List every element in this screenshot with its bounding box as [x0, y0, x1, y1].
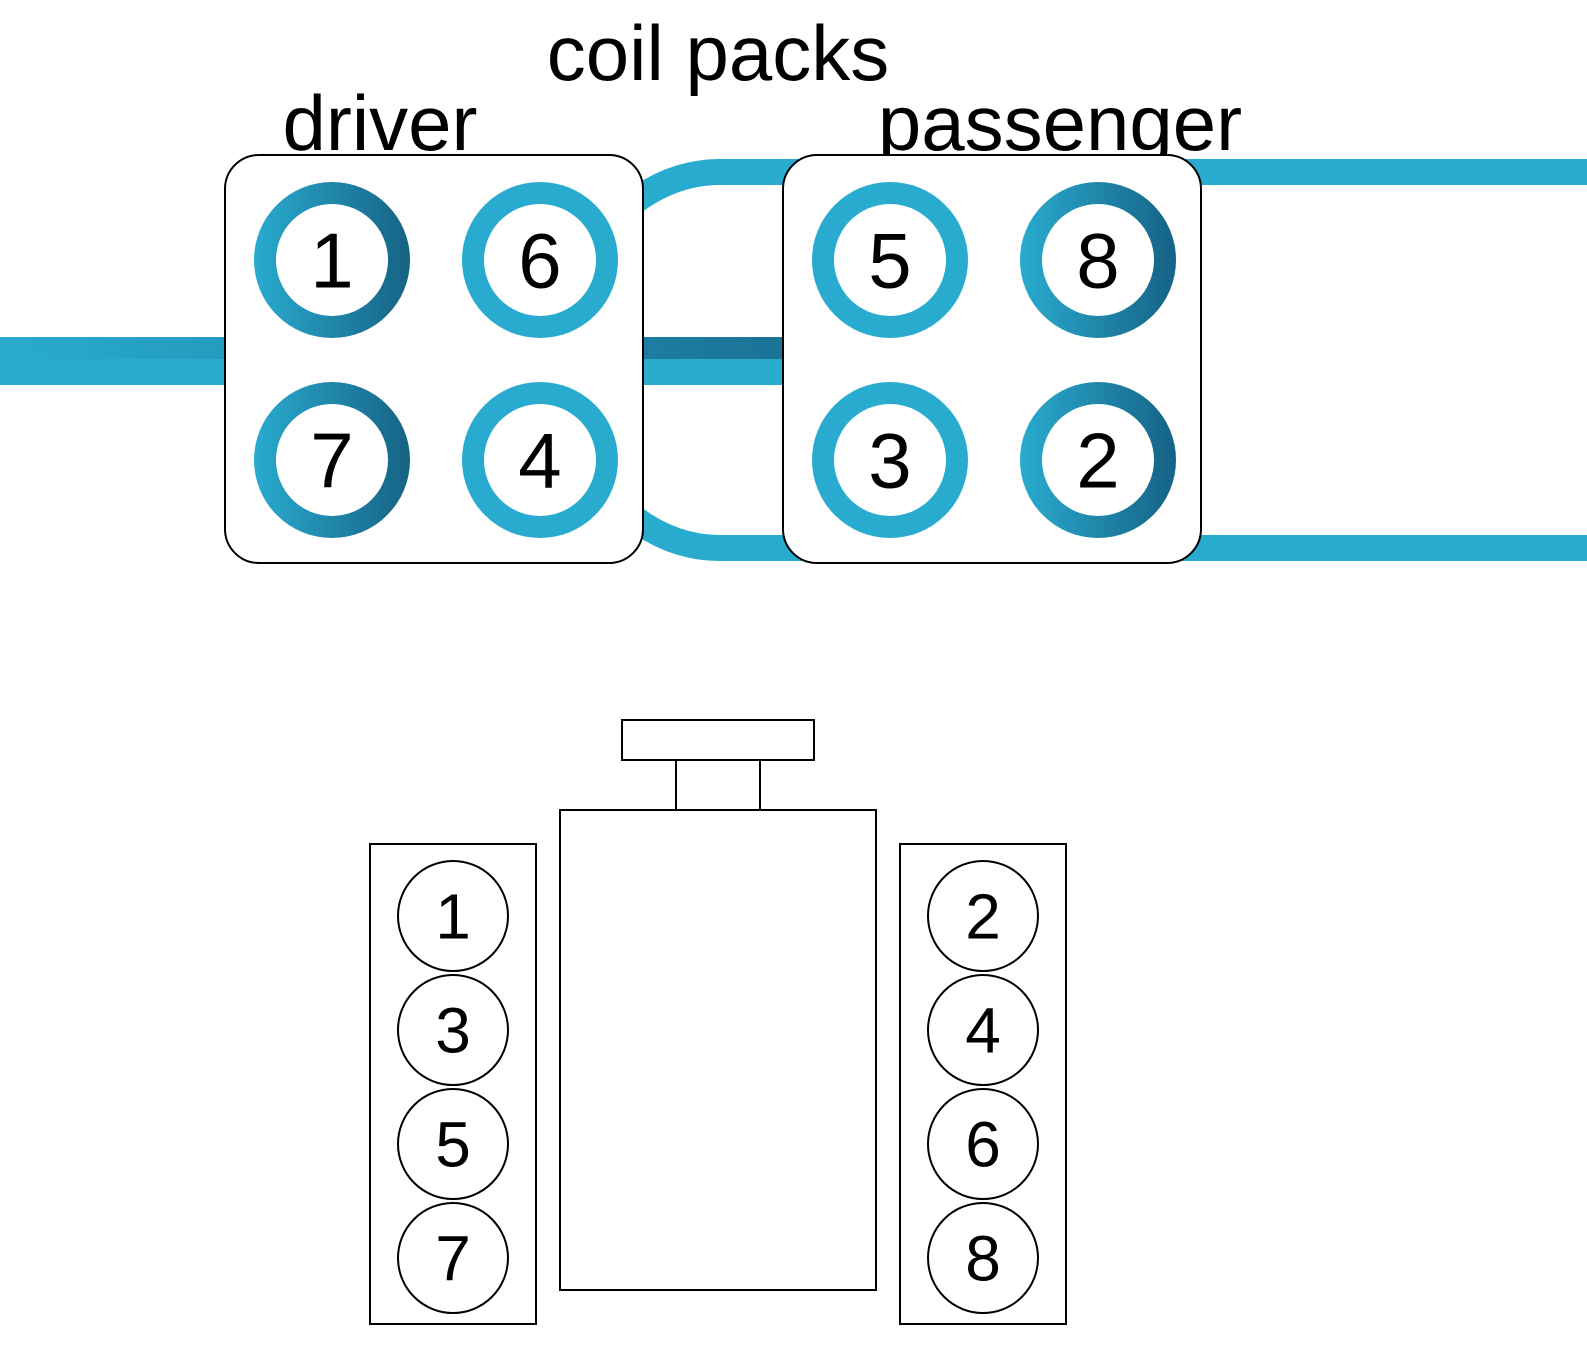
- coil-terminal-8: 8: [1020, 182, 1176, 338]
- cylinder-3: 3: [398, 975, 508, 1085]
- coil-terminal-1: 1: [254, 182, 410, 338]
- cylinder-5: 5: [398, 1089, 508, 1199]
- coil-terminal-4: 4: [462, 382, 618, 538]
- passenger-label: passenger: [878, 79, 1242, 167]
- coil-terminal-5: 5: [812, 182, 968, 338]
- coil-terminal-2: 2: [1020, 382, 1176, 538]
- cylinder-label: 3: [435, 994, 471, 1066]
- cylinder-2: 2: [928, 861, 1038, 971]
- coil-terminal-label: 4: [518, 416, 561, 504]
- cylinder-6: 6: [928, 1089, 1038, 1199]
- coil-terminal-6: 6: [462, 182, 618, 338]
- coil-terminal-label: 5: [868, 216, 911, 304]
- coil-terminal-label: 7: [310, 416, 353, 504]
- cylinder-4: 4: [928, 975, 1038, 1085]
- cylinder-label: 1: [435, 880, 471, 952]
- driver-label: driver: [282, 79, 477, 167]
- cylinder-7: 7: [398, 1203, 508, 1313]
- coil-terminal-3: 3: [812, 382, 968, 538]
- engine-center-block: [560, 810, 876, 1290]
- cylinder-1: 1: [398, 861, 508, 971]
- cylinder-label: 8: [965, 1222, 1001, 1294]
- coil-packs-label: coil packs: [547, 9, 889, 97]
- cylinder-label: 7: [435, 1222, 471, 1294]
- cylinder-label: 5: [435, 1108, 471, 1180]
- coil-terminal-label: 3: [868, 416, 911, 504]
- cylinder-8: 8: [928, 1203, 1038, 1313]
- coil-terminal-label: 2: [1076, 416, 1119, 504]
- cylinder-label: 2: [965, 880, 1001, 952]
- coil-terminal-label: 1: [310, 216, 353, 304]
- engine-throttle-plate: [622, 720, 814, 760]
- cylinder-label: 4: [965, 994, 1001, 1066]
- coil-terminal-label: 6: [518, 216, 561, 304]
- engine-block-group: 1 3 5 7 2 4 6 8: [370, 720, 1066, 1324]
- coil-terminal-label: 8: [1076, 216, 1119, 304]
- cylinder-label: 6: [965, 1108, 1001, 1180]
- engine-intake-neck: [676, 760, 760, 810]
- coil-terminal-7: 7: [254, 382, 410, 538]
- firing-order-diagram: coil packs driver passenger 1 6 7 4 5 8 3 2 1 3 5…: [0, 0, 1587, 1345]
